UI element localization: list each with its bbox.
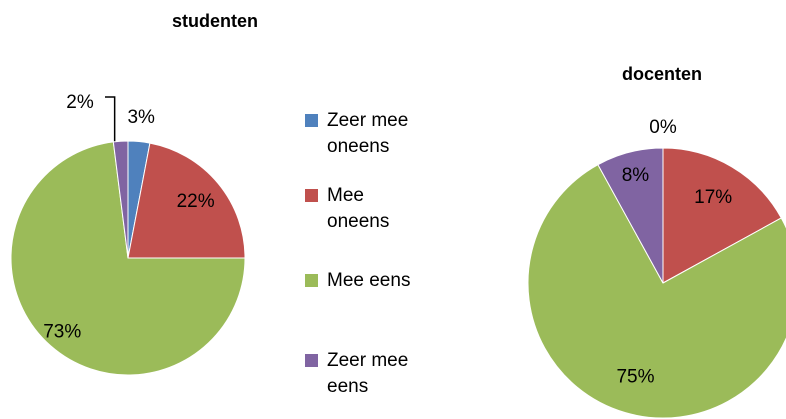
data-label: 17% <box>694 187 732 208</box>
legend-item: Zeer mee eens <box>305 348 427 400</box>
pie-slice <box>662 147 782 284</box>
data-label: 73% <box>43 322 81 343</box>
legend-label: Zeer mee oneens <box>327 110 409 157</box>
legend-label: Zeer mee eens <box>327 350 409 397</box>
chart-title: docenten <box>622 64 702 84</box>
data-label: 8% <box>622 165 650 186</box>
data-label: 75% <box>616 367 654 388</box>
legend-swatch <box>305 189 318 202</box>
legend-item: Mee eens <box>305 268 467 294</box>
leader-line <box>105 96 116 142</box>
legend-swatch <box>305 354 318 367</box>
legend-swatch <box>305 114 318 127</box>
data-label: 3% <box>127 107 155 128</box>
pie-slice <box>10 141 246 376</box>
chart-title: studenten <box>172 11 258 31</box>
legend-label: Mee eens <box>327 270 411 291</box>
data-label: 2% <box>66 92 94 113</box>
legend-swatch <box>305 274 318 287</box>
pie-slice <box>127 142 246 259</box>
legend-item: Mee oneens <box>305 183 427 235</box>
pie-slice <box>597 147 664 284</box>
data-label: 22% <box>177 191 215 212</box>
legend-item: Zeer mee oneens <box>305 108 427 160</box>
pie-slice <box>527 164 786 419</box>
legend-label: Mee oneens <box>327 185 390 232</box>
pie-slice <box>112 140 129 259</box>
data-label: 0% <box>649 117 677 138</box>
